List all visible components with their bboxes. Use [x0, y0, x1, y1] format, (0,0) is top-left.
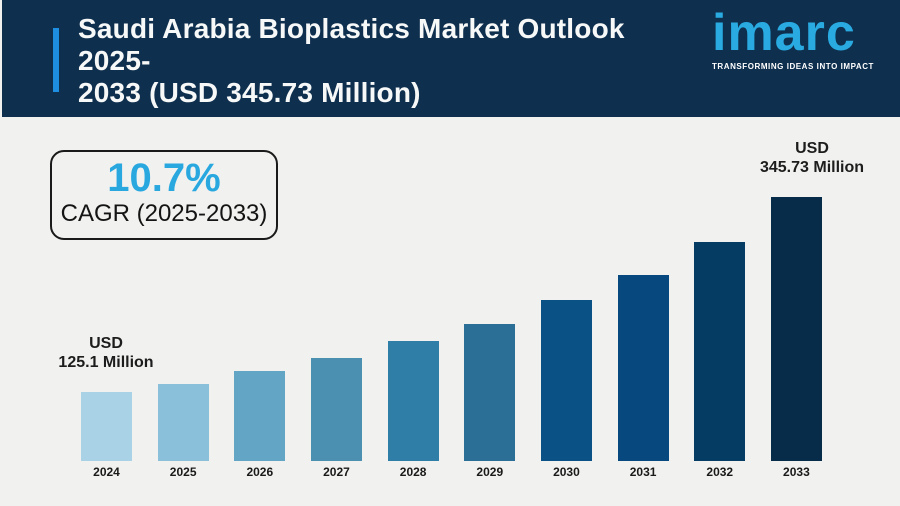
last-bar-value-currency: USD — [795, 140, 829, 157]
year-label-2027: 2027 — [323, 465, 350, 479]
bar-2025 — [157, 384, 209, 461]
bar-column-2030: 2030 — [540, 300, 592, 480]
page-title: Saudi Arabia Bioplastics Market Outlook … — [78, 13, 678, 109]
year-label-2033: 2033 — [783, 465, 810, 479]
imarc-logo: imarc TRANSFORMING IDEAS INTO IMPACT — [712, 4, 874, 71]
cagr-callout-box: 10.7% CAGR (2025-2033) — [50, 150, 278, 240]
first-bar-value-currency: USD — [89, 335, 123, 352]
bar-column-2032: 2032 — [694, 242, 746, 480]
bar-2024 — [81, 392, 132, 461]
year-label-2025: 2025 — [169, 465, 197, 479]
first-bar-value-label: USD 125.1 Million — [58, 334, 153, 372]
year-label-2029: 2029 — [476, 465, 504, 479]
bar-column-2026: 2026 — [234, 371, 286, 480]
bar-2030 — [540, 300, 592, 461]
bar-2026 — [234, 371, 286, 461]
bar-2027 — [310, 358, 362, 461]
bar-2029 — [464, 324, 516, 461]
first-bar-value-amount: 125.1 Million — [58, 354, 154, 371]
page-title-line-1: Saudi Arabia Bioplastics Market Outlook … — [78, 13, 625, 76]
imarc-logo-wordmark: imarc — [712, 4, 856, 62]
bar-column-2028: 2028 — [387, 341, 439, 480]
bar-column-2027: 2027 — [310, 358, 362, 480]
year-label-2024: 2024 — [93, 465, 120, 479]
imarc-logo-tagline: TRANSFORMING IDEAS INTO IMPACT — [712, 62, 874, 71]
bar-2033 — [770, 197, 822, 461]
year-label-2031: 2031 — [629, 465, 657, 479]
bar-2028 — [387, 341, 439, 461]
bar-2032 — [694, 242, 746, 461]
year-label-2026: 2026 — [246, 465, 274, 479]
cagr-value: 10.7% — [107, 156, 221, 200]
year-label-2028: 2028 — [399, 465, 427, 479]
year-label-2032: 2032 — [706, 465, 734, 479]
cagr-label: CAGR (2025-2033) — [60, 200, 268, 227]
bar-2031 — [617, 275, 669, 461]
bar-column-2033: 2033 — [770, 197, 822, 480]
last-bar-value-label: USD 345.73 Million — [760, 139, 864, 177]
page-title-line-2: 2033 (USD 345.73 Million) — [78, 77, 421, 108]
bar-chart: 2024 2025 2026 2027 2028 2029 2030 2031 2032 2033 — [81, 180, 822, 480]
bar-column-2031: 2031 — [617, 275, 669, 480]
year-label-2030: 2030 — [553, 465, 580, 479]
last-bar-value-amount: 345.73 Million — [759, 159, 865, 176]
bar-column-2024: 2024 — [81, 392, 132, 480]
bar-column-2025: 2025 — [157, 384, 209, 480]
title-accent-bar — [53, 28, 59, 92]
bar-column-2029: 2029 — [464, 324, 516, 480]
header-band: Saudi Arabia Bioplastics Market Outlook … — [2, 0, 900, 117]
